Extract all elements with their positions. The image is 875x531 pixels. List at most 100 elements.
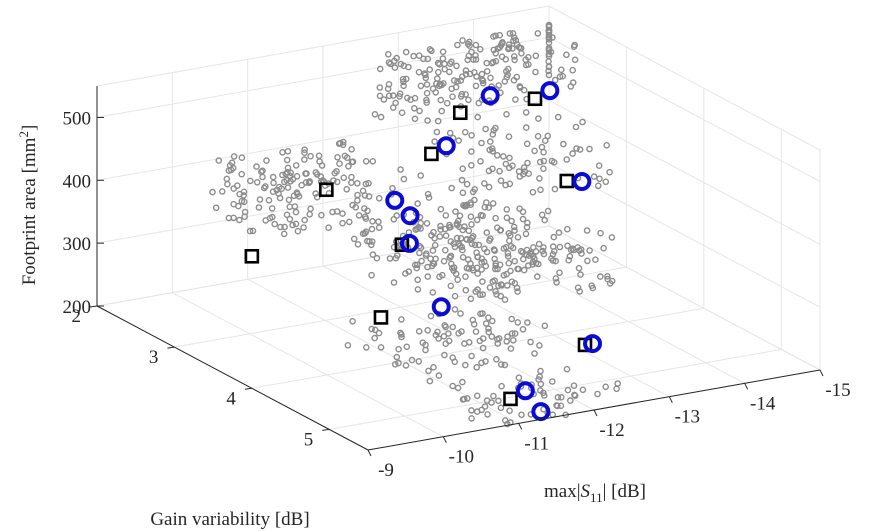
x-tick-label: -11: [524, 433, 549, 454]
cloud-point: [390, 279, 398, 286]
square-marker: [244, 248, 260, 264]
cloud-point: [520, 266, 528, 274]
cloud-point: [520, 170, 527, 178]
cloud-point: [479, 79, 487, 87]
cloud-point: [224, 180, 231, 188]
cloud-point: [485, 314, 492, 322]
cloud-point: [540, 244, 547, 251]
cloud-point: [556, 269, 563, 277]
cloud-point: [494, 340, 502, 347]
cloud-point: [255, 204, 263, 211]
cloud-point: [462, 71, 470, 78]
cloud-point: [455, 137, 463, 144]
cloud-point: [519, 325, 527, 333]
cloud-point: [471, 241, 479, 249]
cloud-point: [230, 153, 238, 160]
cloud-point: [499, 39, 506, 46]
cloud-point: [301, 216, 309, 224]
z-tick-label: 200: [63, 297, 92, 318]
cloud-point: [340, 174, 348, 182]
cloud-point: [531, 255, 538, 263]
cloud-point: [571, 56, 579, 64]
cloud-point: [586, 145, 593, 153]
cloud-point: [472, 82, 480, 90]
cloud-point: [410, 105, 418, 112]
cloud-point: [355, 212, 363, 219]
cloud-point: [375, 218, 382, 225]
cloud-point: [275, 183, 283, 191]
y-tick-mark: [322, 428, 330, 431]
cloud-point: [349, 317, 356, 325]
cloud-point: [490, 46, 498, 54]
cloud-point: [400, 82, 407, 90]
cloud-point: [597, 273, 604, 280]
cloud-point: [613, 385, 620, 393]
cloud-point: [505, 237, 513, 245]
cloud-point: [472, 56, 480, 63]
cloud-point: [425, 194, 433, 201]
x-tick-label: -10: [449, 447, 474, 468]
cloud-point: [384, 51, 392, 58]
cloud-point: [504, 333, 511, 341]
cloud-point: [482, 358, 489, 365]
cloud-point: [359, 230, 367, 237]
square-marker: [319, 182, 334, 198]
cloud-point: [522, 109, 530, 116]
cloud-point: [489, 58, 497, 66]
cloud-point: [415, 68, 423, 76]
cloud-point: [434, 117, 442, 125]
cloud-point: [468, 407, 475, 414]
cloud-point: [514, 288, 521, 295]
cloud-point: [540, 157, 548, 165]
cloud-point: [435, 372, 443, 379]
cloud-point: [491, 255, 498, 263]
cloud-point: [448, 58, 455, 66]
grid-line-x-floor: [247, 278, 519, 424]
cloud-point: [504, 249, 512, 257]
cloud-point: [524, 319, 531, 326]
cloud-point: [577, 246, 585, 253]
cloud-point: [482, 320, 490, 327]
y-tick-label: 3: [149, 347, 159, 368]
cloud-point: [393, 252, 401, 259]
cloud-point: [443, 99, 451, 107]
cloud-point: [457, 310, 464, 317]
cloud-point: [259, 173, 266, 181]
z-tick-label: 400: [63, 171, 92, 192]
cloud-point: [424, 117, 431, 124]
cloud-point: [472, 328, 480, 336]
cloud-point: [281, 223, 288, 231]
cloud-point: [336, 160, 343, 167]
x-tick-label: -9: [378, 460, 394, 481]
cloud-point: [387, 60, 394, 68]
grid-line-z-sidewall: [548, 5, 821, 151]
cloud-point: [534, 30, 542, 37]
cloud-point: [503, 282, 511, 289]
cloud-point: [271, 220, 279, 228]
cloud-point: [333, 167, 340, 175]
cloud-point: [579, 386, 587, 394]
cloud-point: [484, 411, 491, 418]
cloud-point: [520, 164, 528, 171]
cloud-point: [478, 76, 486, 83]
cloud-point: [424, 263, 431, 271]
cloud-point: [393, 54, 400, 62]
cloud-point: [300, 224, 307, 231]
cloud-point: [498, 53, 506, 61]
cloud-point: [223, 175, 231, 183]
cloud-point: [481, 203, 489, 211]
cloud-point: [472, 52, 479, 59]
cloud-point: [433, 80, 440, 87]
cloud-point: [276, 194, 284, 202]
cloud-point: [571, 391, 578, 399]
cloud-point: [385, 92, 393, 100]
cloud-point: [398, 109, 406, 116]
cloud-point: [462, 286, 470, 294]
cloud-point: [468, 48, 475, 56]
cloud-point: [450, 77, 458, 84]
cloud-point: [344, 341, 352, 349]
cloud-point: [459, 396, 467, 403]
cloud-point: [397, 166, 404, 173]
cloud-point: [286, 215, 294, 223]
cloud-point: [502, 243, 510, 251]
